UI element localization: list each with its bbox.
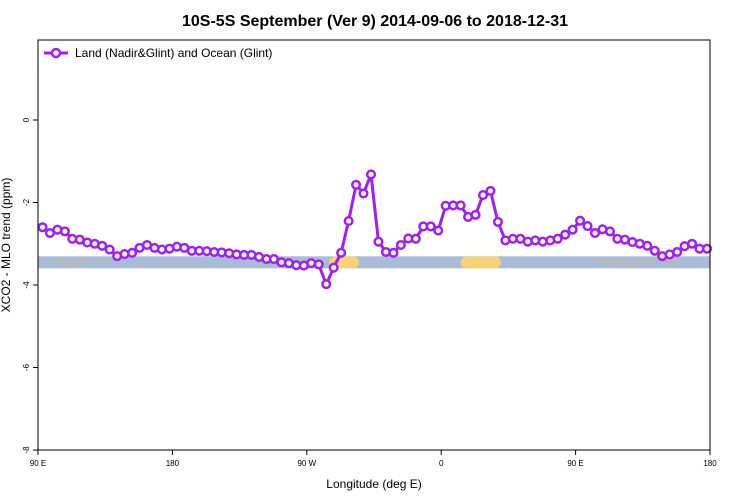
island-mark [620, 260, 623, 262]
x-tick-label: 180 [166, 459, 180, 468]
data-point [470, 209, 481, 220]
island-mark [627, 262, 630, 264]
y-tick-label: -4 [22, 281, 31, 289]
land-ocean-strip [38, 256, 710, 269]
island-mark [643, 261, 646, 263]
data-point [672, 246, 683, 258]
island-mark [82, 260, 85, 262]
data-point [321, 279, 332, 290]
data-point [388, 247, 399, 258]
island-mark [617, 259, 620, 261]
island-mark [633, 264, 636, 266]
x-tick-label: 90 W [297, 459, 316, 468]
island-mark [665, 259, 668, 261]
island-mark [62, 260, 65, 262]
y-tick-label: -2 [22, 198, 31, 206]
chart-title: 10S-5S September (Ver 9) 2014-09-06 to 2… [182, 13, 568, 30]
data-point [37, 222, 48, 233]
island-mark [611, 263, 614, 265]
island-mark [637, 259, 640, 261]
island-mark [640, 260, 643, 262]
data-point [127, 247, 138, 258]
island-mark [58, 259, 61, 261]
island-mark [94, 259, 97, 261]
data-point [604, 226, 615, 237]
data-point [575, 215, 586, 226]
legend-marker [50, 47, 62, 59]
x-tick-label: 0 [439, 459, 444, 468]
data-point [582, 220, 593, 232]
data-point [492, 216, 503, 227]
data-point [351, 179, 362, 190]
data-point [425, 221, 436, 232]
island-mark [68, 262, 71, 264]
data-point [336, 247, 347, 258]
island-mark [65, 261, 68, 263]
data-point [485, 185, 496, 196]
island-mark [677, 262, 680, 264]
island-mark [607, 262, 610, 264]
data-point [313, 259, 324, 270]
data-point [589, 227, 601, 239]
island-mark [673, 261, 676, 263]
ocean-band [38, 256, 710, 269]
legend: Land (Nadir&Glint) and Ocean (Glint) [44, 46, 272, 60]
x-tick-label: 90 E [30, 459, 46, 468]
data-point [455, 200, 466, 211]
island-mark [79, 259, 82, 261]
data-point [642, 240, 653, 251]
island-mark [105, 261, 108, 263]
x-axis: 90 E 180 90 W 0 90 E 180 [30, 450, 717, 468]
data-point [365, 169, 377, 180]
data-point [343, 216, 354, 227]
data-point [59, 226, 70, 237]
data-point [567, 224, 578, 235]
island-mark [650, 263, 653, 265]
island-mark [604, 261, 607, 263]
island-mark [614, 264, 617, 266]
legend-label: Land (Nadir&Glint) and Ocean (Glint) [75, 46, 272, 60]
y-tick-label: -8 [22, 446, 31, 454]
x-tick-label: 90 E [567, 459, 583, 468]
plot-frame [37, 39, 711, 451]
series-layer [37, 169, 713, 290]
island-mark [624, 261, 627, 263]
island-mark [630, 263, 633, 265]
x-axis-label: Longitude (deg E) [326, 477, 421, 491]
island-mark [669, 260, 672, 262]
data-point [328, 262, 339, 273]
y-tick-label: -6 [22, 363, 31, 371]
y-axis: 0 -2 -4 -6 -8 [22, 117, 38, 454]
island-mark [601, 260, 604, 262]
data-point [358, 188, 369, 199]
data-point [552, 233, 563, 244]
data-point [104, 244, 115, 255]
data-point [687, 238, 698, 249]
island-mark [72, 263, 75, 265]
data-point [373, 236, 384, 247]
data-point [433, 225, 444, 236]
island-mark [598, 259, 600, 261]
island-mark [85, 261, 88, 263]
x-tick-label: 180 [703, 459, 717, 468]
data-point [97, 240, 108, 251]
data-point [477, 190, 489, 201]
land-segment [460, 256, 501, 269]
y-axis-label: XCO2 - MLO trend (ppm) [0, 178, 13, 313]
island-mark [99, 260, 102, 262]
data-point [410, 233, 421, 244]
island-mark [75, 264, 78, 266]
island-mark [647, 262, 649, 264]
y-tick-label: 0 [22, 117, 31, 122]
data-point [649, 245, 660, 256]
data-point [395, 239, 406, 251]
data-point [701, 243, 713, 254]
data-point [560, 229, 571, 240]
